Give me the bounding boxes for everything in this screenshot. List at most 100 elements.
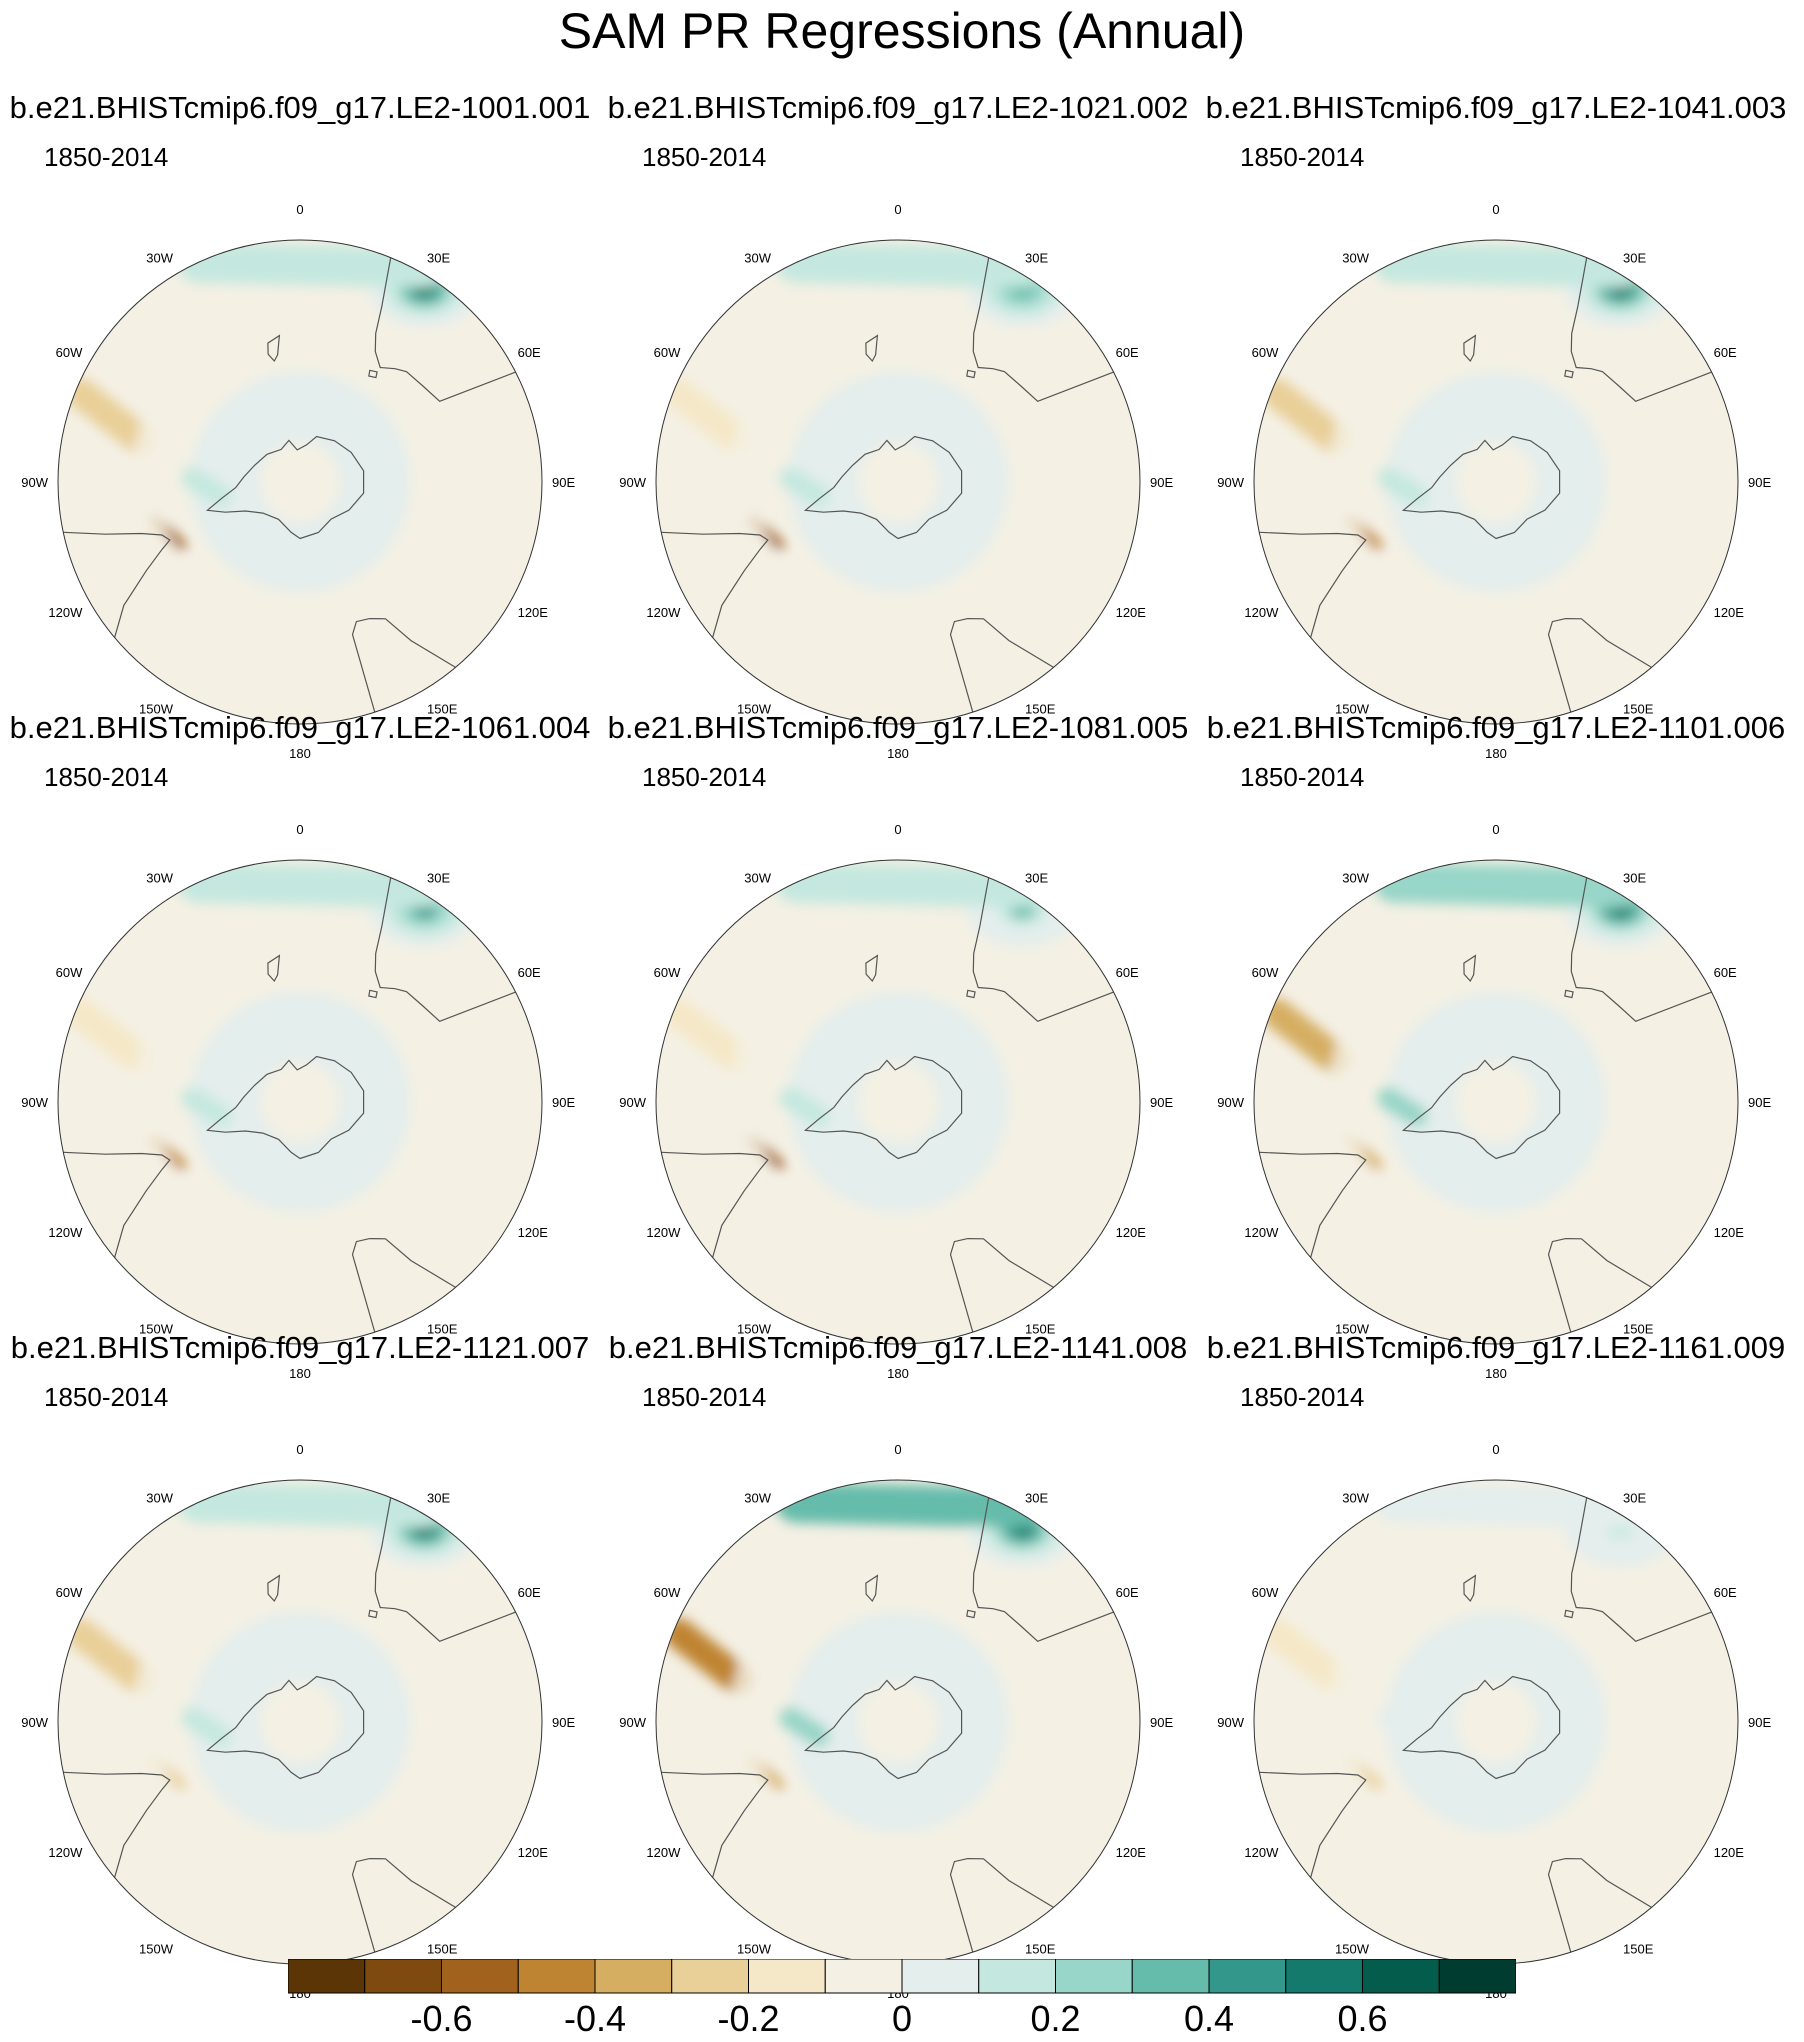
field-antarctic-ring [189,991,411,1213]
africa-coast [1547,617,1652,713]
lon-label: 60W [1252,345,1279,360]
tasmania-coast [1564,989,1574,999]
panel-title: b.e21.BHISTcmip6.f09_g17.LE2-1161.009 [1206,1330,1786,1365]
field-east-pacific-min [663,1618,752,1694]
south-america-coast [63,1151,171,1258]
lon-label: 60E [1116,1585,1139,1600]
australia-coast [972,877,1114,1022]
south-america-coast [1259,1151,1367,1258]
field-antarctic-ring [1385,991,1607,1213]
colorbar-swatch [901,1959,980,1994]
lon-label: 30E [427,1490,450,1505]
polar-map: 0 30E 60E 90E 120E 150E 180 150W 120W 90W 60W 30W [619,202,1173,761]
colorbar-swatch [1438,1959,1516,1994]
panel-title: b.e21.BHISTcmip6.f09_g17.LE2-1081.005 [607,710,1189,745]
map-background [58,240,542,724]
map-background [58,860,542,1344]
lon-label: 120W [1244,1845,1279,1860]
lon-label: 30E [1623,1490,1646,1505]
lon-label: 60E [1714,345,1737,360]
map-background [656,240,1140,724]
colorbar-swatch [517,1959,596,1994]
lon-label: 30W [1342,870,1369,885]
field-drake-max [181,467,232,508]
lon-label: 60E [518,965,541,980]
new-zealand-coast [865,334,879,363]
lon-label: 30E [427,250,450,265]
south-america-coast [661,1151,769,1258]
field-tasman-band [775,1482,1042,1528]
lon-label: 0 [296,202,303,217]
lon-label: 0 [296,822,303,837]
lon-label: 90W [1217,1095,1244,1110]
field-antarctic-ring [189,1611,411,1833]
lon-label: 60W [56,1585,83,1600]
field-midlat-dry-ring [728,932,1068,1272]
south-america-coast [63,531,171,638]
tasmania-coast [368,1609,378,1619]
lon-label: 30W [744,1490,771,1505]
lon-label: 120W [646,605,681,620]
africa-coast [949,1237,1054,1333]
antarctica-coast [205,1055,365,1160]
lon-label: 60W [56,345,83,360]
period-label: 1850-2014 [642,142,767,172]
lon-label: 90E [552,1095,575,1110]
field-antarctic-ring [189,371,411,593]
field-midlat-dry-ring [1326,312,1666,652]
lon-label: 150W [139,702,174,717]
new-zealand-coast [1463,1574,1477,1603]
colorbar-swatch [594,1959,673,1994]
lon-label: 150W [139,1322,174,1337]
antarctica-coast [1401,1055,1561,1160]
map-background [58,1480,542,1964]
lon-label: 150W [737,1942,772,1957]
map-boundary [1253,239,1739,725]
lon-label: 90E [1748,1715,1771,1730]
field-drake-max [1377,467,1428,508]
map-panel: b.e21.BHISTcmip6.f09_g17.LE2-1061.004 0 30… [0,710,600,1381]
field-east-pacific-min [663,378,752,454]
australia-coast [972,1497,1114,1642]
antarctica-coast [205,435,365,540]
africa-coast [351,1237,456,1333]
field-tasman-band [177,1482,444,1528]
lon-label: 90E [552,1715,575,1730]
period-label: 1850-2014 [642,762,767,792]
map-boundary [655,859,1141,1345]
lon-label: 30E [1623,250,1646,265]
tasmania-coast [1564,369,1574,379]
lon-label: 150W [1335,1322,1370,1337]
polar-map: 0 30E 60E 90E 120E 150E 180 150W 120W 90W 60W 30W [21,202,575,761]
lon-label: 90E [1150,1715,1173,1730]
colorbar-swatch [1131,1959,1210,1994]
map-boundary [57,859,543,1345]
field-antarctic-ring [787,371,1009,593]
map-panel: b.e21.BHISTcmip6.f09_g17.LE2-1081.005 0 30… [598,710,1198,1381]
period-label: 1850-2014 [642,1382,767,1412]
lon-label: 150E [1025,1942,1056,1957]
period-label: 1850-2014 [1240,1382,1365,1412]
africa-coast [1547,1857,1652,1953]
field-east-pacific-min [65,1618,154,1694]
panel-title: b.e21.BHISTcmip6.f09_g17.LE2-1001.001 [9,90,591,125]
field-tasman-band [775,242,1042,288]
field-drake-max [181,1087,232,1128]
map-background [656,860,1140,1344]
lon-label: 120W [646,1845,681,1860]
new-zealand-coast [1463,954,1477,983]
lon-label: 120E [1714,605,1745,620]
africa-coast [949,1857,1054,1953]
field-midlat-dry-ring [1326,932,1666,1272]
tasmania-coast [1564,1609,1574,1619]
field-midlat-dry-ring [1326,1552,1666,1892]
australia-coast [972,257,1114,402]
lon-label: 0 [1492,1442,1499,1457]
new-zealand-coast [267,1574,281,1603]
field-east-pacific-min [65,998,154,1074]
lon-label: 30E [1025,870,1048,885]
map-boundary [1253,859,1739,1345]
field-midlat-dry-ring [728,1552,1068,1892]
lon-label: 60W [1252,1585,1279,1600]
map-panel: b.e21.BHISTcmip6.f09_g17.LE2-1101.006 0 30… [1196,710,1796,1381]
